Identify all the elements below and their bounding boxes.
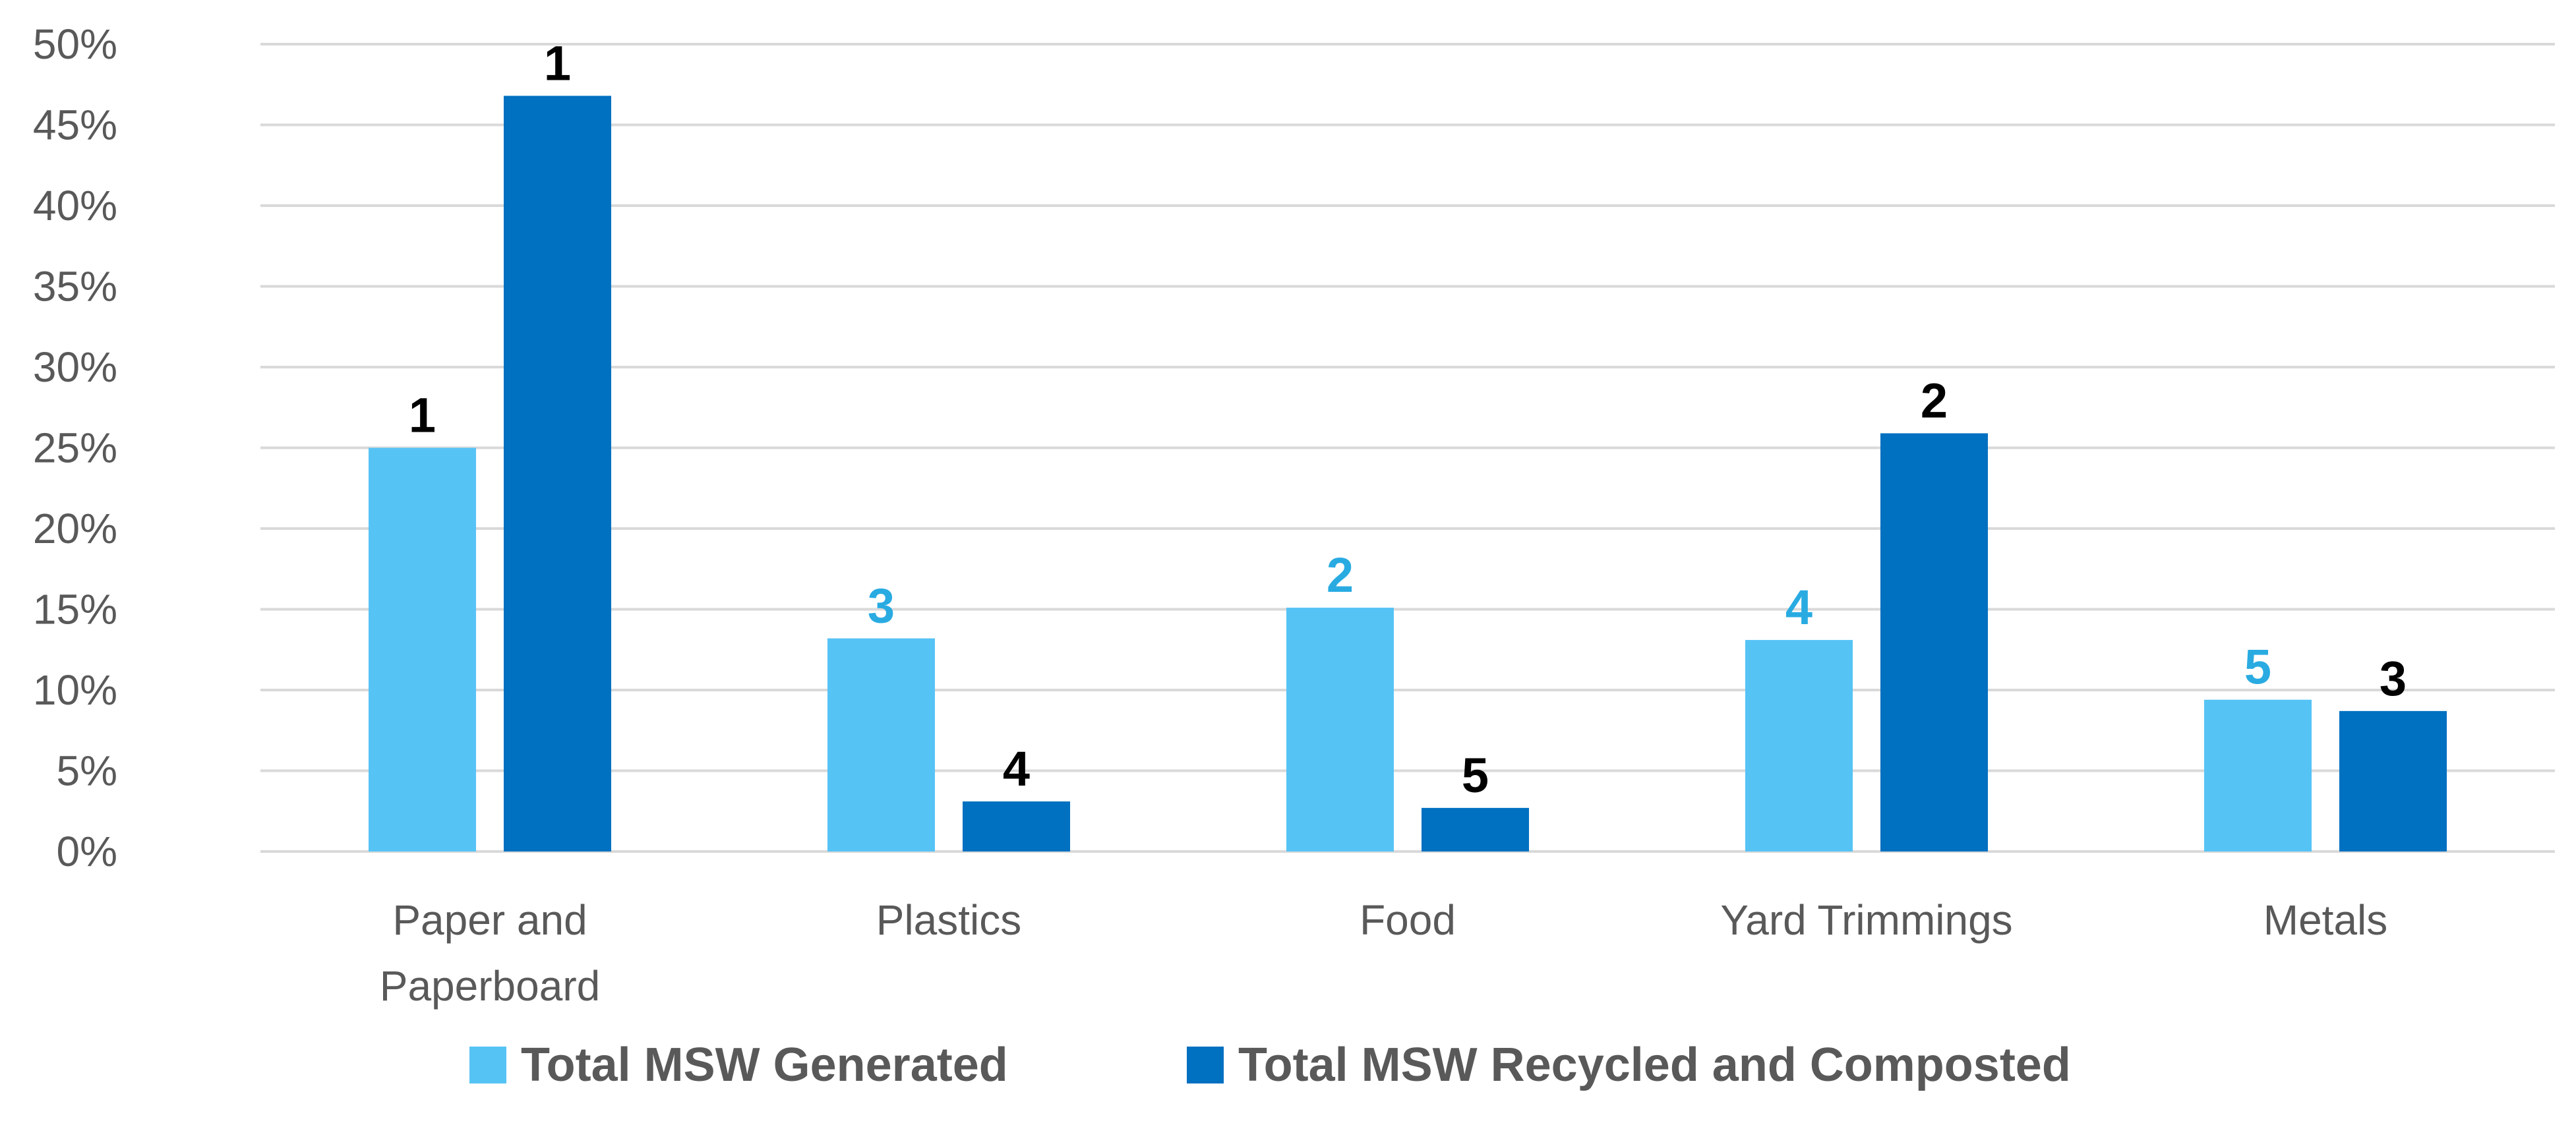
y-tick-label: 40% [33, 182, 117, 229]
y-tick-label: 0% [57, 828, 118, 875]
legend: Total MSW Generated Total MSW Recycled an… [469, 1039, 2071, 1091]
x-category-label: Paper and Paperboard [380, 896, 600, 1010]
rank-label: 1 [544, 36, 571, 90]
y-tick-label: 20% [33, 505, 117, 552]
y-tick-label: 10% [33, 666, 117, 714]
bar-recycled-4 [2339, 710, 2447, 851]
bar-recycled-2 [1422, 807, 1529, 851]
y-tick-label: 45% [33, 101, 117, 149]
bars [369, 96, 2447, 851]
legend-swatch [1187, 1047, 1224, 1083]
rank-label: 4 [1003, 741, 1030, 796]
rank-label: 2 [1327, 548, 1354, 602]
bar-recycled-3 [1880, 433, 1988, 851]
bar-generated-3 [1745, 640, 1853, 851]
x-category-label: Food [1360, 896, 1456, 944]
rank-label: 1 [409, 388, 436, 443]
y-tick-label: 5% [57, 747, 118, 795]
y-tick-label: 35% [33, 263, 117, 310]
rank-label: 5 [1462, 748, 1489, 803]
bar-generated-0 [369, 447, 476, 851]
bar-generated-4 [2204, 699, 2312, 851]
y-tick-label: 15% [33, 586, 117, 633]
y-tick-label: 30% [33, 343, 117, 391]
gridlines [260, 43, 2555, 853]
x-axis-category-labels: Paper and Paperboard Plastics Food Yard Trim… [380, 896, 2387, 1010]
legend-swatch [469, 1047, 506, 1083]
legend-label: Total MSW Recycled and Composted [1238, 1039, 2071, 1091]
bar-recycled-0 [504, 96, 611, 851]
x-category-label: Yard Trimmings [1720, 896, 2012, 944]
y-tick-label: 25% [33, 424, 117, 472]
rank-label: 3 [2380, 651, 2407, 706]
x-category-label: Metals [2263, 896, 2388, 944]
rank-labels: 1 1 3 4 2 5 4 2 5 3 [409, 36, 2407, 802]
bar-recycled-1 [963, 801, 1070, 851]
rank-label: 4 [1785, 580, 1812, 635]
rank-label: 2 [1921, 373, 1948, 428]
rank-label: 3 [868, 579, 895, 633]
rank-label: 5 [2244, 640, 2271, 695]
bar-generated-2 [1286, 608, 1394, 851]
y-tick-label: 50% [33, 20, 117, 68]
bar-generated-1 [827, 638, 935, 851]
legend-label: Total MSW Generated [521, 1039, 1008, 1091]
y-axis-tick-labels: 0% 5% 10% 15% 20% 25% 30% 35% 40% 45% 50% [33, 20, 117, 875]
x-category-label: Plastics [876, 896, 1022, 944]
